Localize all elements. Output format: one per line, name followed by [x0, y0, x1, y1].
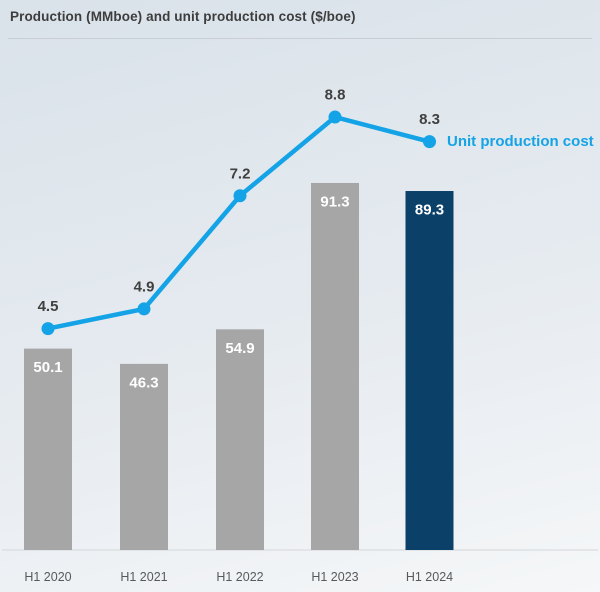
bar-value-label: 54.9: [225, 340, 254, 357]
line-point-h1-2021: [137, 302, 151, 316]
line-value-label: 4.5: [38, 298, 59, 315]
x-axis-label-h1-2022: H1 2022: [216, 570, 263, 584]
line-value-label: 8.3: [419, 111, 440, 128]
bar-h1-2022: [216, 329, 264, 550]
unit-cost-line: [45, 114, 432, 331]
bar-h1-2020: [24, 348, 72, 550]
bar-value-label: 89.3: [415, 202, 444, 219]
line-point-h1-2022: [233, 189, 247, 203]
bar-value-label: 91.3: [320, 193, 349, 210]
bar-value-label: 46.3: [129, 374, 158, 391]
title-divider: [8, 38, 592, 39]
x-axis-label-h1-2021: H1 2021: [120, 570, 167, 584]
line-point-h1-2020: [41, 322, 55, 336]
x-axis-label-h1-2020: H1 2020: [24, 570, 71, 584]
chart-title: Production (MMboe) and unit production c…: [10, 9, 356, 24]
line-value-label: 4.9: [134, 278, 155, 295]
line-value-label: 8.8: [325, 87, 346, 104]
x-axis-label-h1-2023: H1 2023: [311, 570, 358, 584]
bar-h1-2023: [311, 182, 359, 550]
line-point-h1-2024: [423, 135, 436, 149]
bar-value-label: 50.1: [33, 359, 62, 376]
line-value-label: 7.2: [230, 165, 251, 182]
bar-h1-2024: [405, 191, 454, 550]
line-point-h1-2023: [328, 110, 342, 124]
legend-label: Unit production cost: [447, 133, 594, 150]
bar-h1-2021: [120, 363, 168, 550]
x-axis-label-h1-2024: H1 2024: [406, 570, 453, 584]
